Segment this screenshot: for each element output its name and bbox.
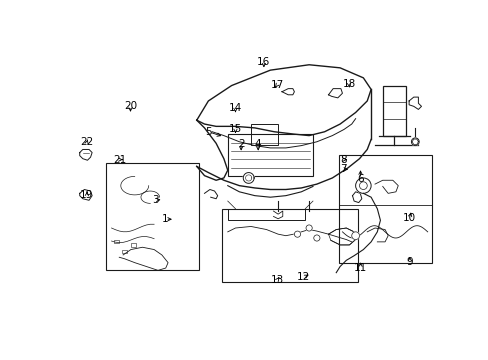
Polygon shape <box>80 149 92 160</box>
Bar <box>122 249 127 253</box>
Polygon shape <box>352 192 361 203</box>
Circle shape <box>243 172 254 183</box>
Bar <box>338 155 431 263</box>
Text: 9: 9 <box>406 257 412 267</box>
Circle shape <box>355 178 370 193</box>
Polygon shape <box>328 89 342 98</box>
Text: 20: 20 <box>123 102 137 111</box>
Circle shape <box>410 138 418 145</box>
Text: 5: 5 <box>205 127 212 137</box>
Polygon shape <box>408 97 421 109</box>
Bar <box>131 243 136 247</box>
Polygon shape <box>80 189 92 200</box>
Circle shape <box>305 225 311 231</box>
Bar <box>222 209 357 282</box>
Text: 10: 10 <box>403 213 415 223</box>
Circle shape <box>294 231 300 237</box>
Text: 17: 17 <box>270 80 283 90</box>
Text: 18: 18 <box>342 79 355 89</box>
Text: 7: 7 <box>340 164 346 174</box>
Text: 19: 19 <box>80 190 93 200</box>
Text: 15: 15 <box>228 124 242 134</box>
Text: 2: 2 <box>237 139 244 149</box>
Circle shape <box>313 235 319 241</box>
Text: 1: 1 <box>162 214 168 224</box>
Bar <box>114 239 119 243</box>
Text: 13: 13 <box>270 275 283 285</box>
Circle shape <box>351 232 359 239</box>
Bar <box>227 209 305 220</box>
Text: 11: 11 <box>353 263 366 273</box>
Polygon shape <box>282 89 294 95</box>
Bar <box>382 86 405 136</box>
Text: 4: 4 <box>254 139 261 149</box>
Text: 22: 22 <box>80 138 93 148</box>
Bar <box>227 134 312 176</box>
Text: 3: 3 <box>152 195 159 205</box>
Text: 16: 16 <box>257 57 270 67</box>
Text: 6: 6 <box>356 174 363 184</box>
Text: 14: 14 <box>228 103 242 113</box>
Text: 12: 12 <box>296 273 310 283</box>
Text: 21: 21 <box>113 155 126 165</box>
Bar <box>250 123 277 145</box>
Text: 8: 8 <box>340 155 346 165</box>
Bar <box>106 163 199 270</box>
